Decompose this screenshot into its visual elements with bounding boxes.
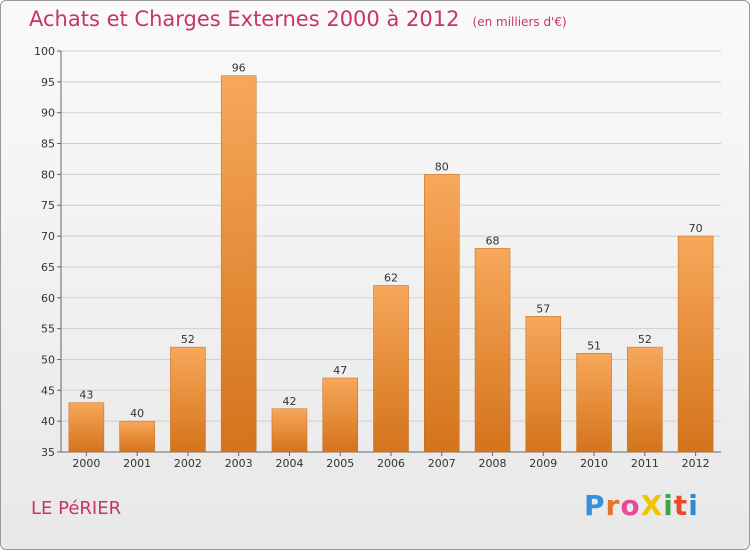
value-label-2005: 47 — [333, 364, 347, 377]
y-tick-label: 95 — [41, 76, 55, 89]
value-label-2007: 80 — [435, 160, 449, 173]
x-tick-label-2002: 2002 — [174, 457, 202, 470]
value-label-2000: 43 — [79, 389, 93, 402]
bar-2010 — [576, 353, 612, 453]
bar-2000 — [68, 402, 105, 453]
logo-letter: i — [688, 489, 699, 522]
chart-title-main: Achats et Charges Externes 2000 à 2012 — [29, 7, 460, 31]
bar-2007 — [424, 174, 460, 453]
chart-title-unit: (en milliers d'€) — [472, 15, 567, 29]
value-label-2009: 57 — [536, 302, 550, 315]
logo-letter: r — [605, 489, 621, 522]
y-tick-label: 50 — [41, 353, 55, 366]
value-label-2001: 40 — [130, 407, 144, 420]
value-label-2010: 51 — [587, 339, 601, 352]
y-tick-label: 70 — [41, 230, 55, 243]
bars — [68, 75, 714, 453]
y-tick-label: 65 — [41, 261, 55, 274]
y-tick-label: 90 — [41, 107, 55, 120]
y-tick-label: 75 — [41, 199, 55, 212]
value-label-2002: 52 — [181, 333, 195, 346]
value-label-2011: 52 — [638, 333, 652, 346]
logo-letter: P — [584, 489, 606, 522]
x-tick-label-2011: 2011 — [631, 457, 659, 470]
y-tick-label: 60 — [41, 292, 55, 305]
value-label-2006: 62 — [384, 271, 398, 284]
x-tick-label-2009: 2009 — [529, 457, 557, 470]
logo-letter: i — [663, 489, 674, 522]
value-label-2008: 68 — [486, 234, 500, 247]
x-tick-label-2012: 2012 — [682, 457, 710, 470]
x-tick-label-2000: 2000 — [72, 457, 100, 470]
value-label-2004: 42 — [282, 395, 296, 408]
commune-name: LE PéRIER — [31, 498, 122, 519]
chart-title: Achats et Charges Externes 2000 à 2012 (… — [29, 7, 567, 31]
x-tick-label-2004: 2004 — [275, 457, 303, 470]
y-tick-label: 45 — [41, 384, 55, 397]
proxiti-logo[interactable]: ProXiti — [584, 489, 699, 522]
logo-letter: X — [640, 489, 664, 522]
x-tick-label-2001: 2001 — [123, 457, 151, 470]
logo-letter: t — [673, 489, 689, 522]
bar-2004 — [271, 408, 308, 453]
x-tick-label-2008: 2008 — [479, 457, 507, 470]
x-tick-label-2003: 2003 — [225, 457, 253, 470]
x-tick-label-2005: 2005 — [326, 457, 354, 470]
bar-2008 — [474, 248, 511, 453]
bar-2001 — [119, 420, 155, 453]
x-tick-label-2006: 2006 — [377, 457, 405, 470]
y-tick-label: 100 — [34, 45, 55, 58]
y-tick-label: 85 — [41, 138, 55, 151]
y-tick-label: 35 — [41, 446, 55, 459]
labels: 35 40 45 50 55 60 65 70 75 80 85 90 95 100 43 2000 40 200… — [34, 45, 710, 470]
bar-2011 — [627, 346, 663, 453]
bar-2012 — [677, 235, 714, 453]
value-label-2003: 96 — [232, 62, 246, 75]
logo-letter: o — [620, 489, 641, 522]
bar-2006 — [373, 285, 409, 453]
value-label-2012: 70 — [689, 222, 703, 235]
y-tick-label: 80 — [41, 168, 55, 181]
x-tick-label-2010: 2010 — [580, 457, 608, 470]
bar-2003 — [220, 75, 257, 453]
y-tick-label: 40 — [41, 415, 55, 428]
bar-2009 — [525, 316, 562, 453]
bar-2005 — [322, 377, 358, 453]
x-tick-label-2007: 2007 — [428, 457, 456, 470]
bar-2002 — [170, 346, 206, 453]
y-tick-label: 55 — [41, 323, 55, 336]
